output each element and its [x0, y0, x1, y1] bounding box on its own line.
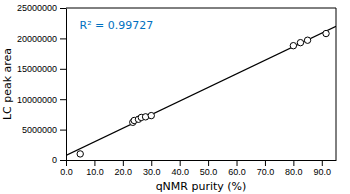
x-axis: 0.0 10.0 20.0 30.0 40.0 50.0 60.0 70.0 80.0 90.0 [60, 160, 336, 177]
x-tick-mark [293, 160, 294, 166]
x-axis-line [67, 160, 337, 161]
x-tick-label: 20.0 [115, 167, 133, 177]
y-tick: 25000000 [17, 3, 66, 13]
x-tick-mark [265, 160, 266, 166]
y-tick-label: 5000000 [22, 125, 57, 135]
point [304, 37, 310, 43]
x-tick-mark [208, 160, 209, 166]
y-tick-label: 0 [52, 155, 57, 165]
x-tick-mark [66, 160, 67, 166]
x-tick: 30.0 [143, 160, 161, 177]
x-tick: 20.0 [115, 160, 133, 177]
x-tick-mark [123, 160, 124, 166]
y-tick: 0 [52, 155, 66, 165]
y-tick-label: 25000000 [17, 3, 57, 13]
x-tick-label: 0.0 [60, 167, 73, 177]
x-tick-label: 50.0 [200, 167, 218, 177]
x-tick: 90.0 [314, 160, 332, 177]
x-tick: 0.0 [60, 160, 73, 177]
x-tick: 10.0 [86, 160, 104, 177]
x-tick-mark [322, 160, 323, 166]
y-axis-line [66, 9, 67, 161]
x-tick: 80.0 [285, 160, 303, 177]
x-axis-title: qNMR purity (%) [156, 180, 247, 193]
x-tick-mark [237, 160, 238, 166]
marks [66, 26, 336, 157]
x-tick-mark [94, 160, 95, 166]
trend-line [66, 26, 336, 155]
y-tick: 15000000 [17, 64, 66, 74]
y-tick-label: 20000000 [17, 34, 57, 44]
x-tick-label: 40.0 [171, 167, 189, 177]
y-tick-mark [60, 160, 66, 161]
point [297, 39, 303, 45]
y-tick-mark [60, 130, 66, 131]
x-tick-label: 60.0 [228, 167, 246, 177]
x-tick-label: 10.0 [86, 167, 104, 177]
y-tick-mark [60, 38, 66, 39]
y-tick-mark [60, 99, 66, 100]
x-tick: 40.0 [171, 160, 189, 177]
y-tick-mark [60, 8, 66, 9]
plot: 0.010.020.030.040.050.060.070.080.090.00… [17, 3, 337, 177]
y-tick-label: 10000000 [17, 95, 57, 105]
frame-top [66, 8, 336, 9]
y-tick-label: 15000000 [17, 64, 57, 74]
y-tick-mark [60, 69, 66, 70]
frame-right [336, 8, 337, 160]
y-axis: 0 5000000 10000000 15000000 20000000 25000000 [17, 3, 67, 165]
x-tick: 60.0 [228, 160, 246, 177]
x-tick-label: 80.0 [285, 167, 303, 177]
y-axis-title: LC peak area [1, 48, 14, 120]
y-tick: 10000000 [17, 95, 66, 105]
point [77, 151, 83, 157]
x-tick-label: 70.0 [257, 167, 275, 177]
point [323, 30, 329, 36]
x-tick-mark [151, 160, 152, 166]
x-tick: 70.0 [257, 160, 275, 177]
point [290, 42, 296, 48]
y-tick: 5000000 [22, 125, 66, 135]
x-tick: 50.0 [200, 160, 218, 177]
chart: 0.010.020.030.040.050.060.070.080.090.00… [0, 0, 350, 194]
x-tick-mark [180, 160, 181, 166]
y-tick: 20000000 [17, 34, 66, 44]
x-tick-label: 90.0 [314, 167, 332, 177]
x-tick-label: 30.0 [143, 167, 161, 177]
point [148, 112, 154, 118]
annotation: R² = 0.99727 [80, 19, 154, 32]
